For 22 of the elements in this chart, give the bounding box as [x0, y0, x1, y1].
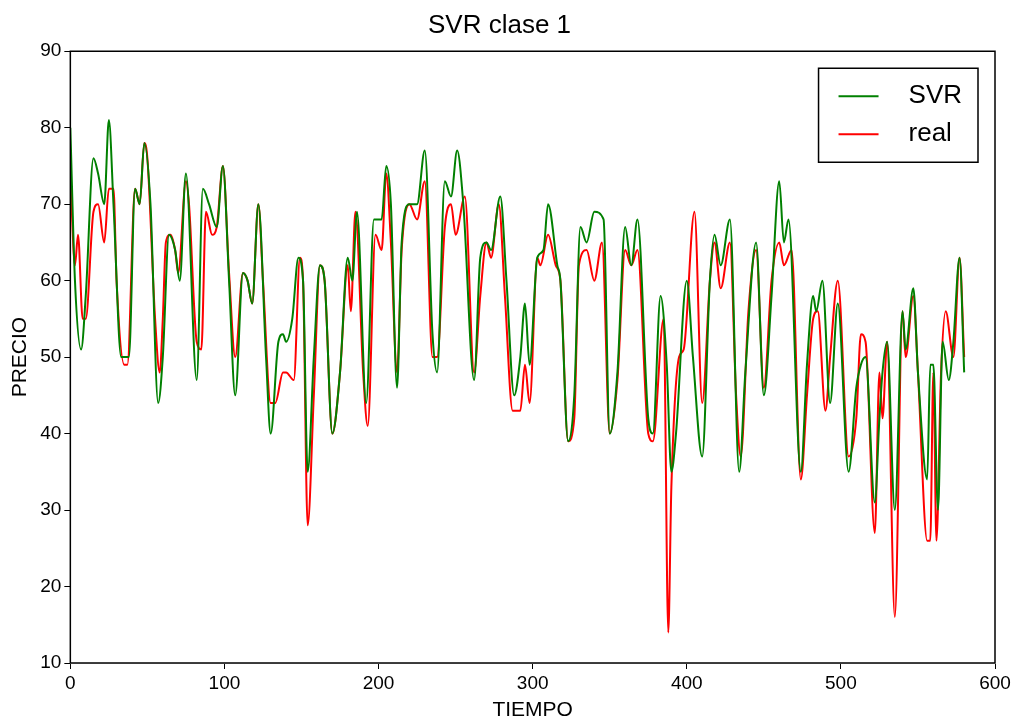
y-tick-label: 90 [40, 39, 62, 61]
y-tick-label: 20 [40, 574, 62, 596]
y-tick-label: 70 [40, 192, 62, 214]
x-tick-label: 200 [362, 671, 395, 693]
y-tick-label: 10 [40, 651, 62, 673]
y-tick-label: 80 [40, 115, 62, 137]
x-tick-label: 300 [516, 671, 549, 693]
y-axis-title: PRECIO [7, 316, 31, 398]
x-tick-label: 0 [65, 671, 76, 693]
legend-label: SVR [908, 79, 963, 110]
y-tick-label: 50 [40, 345, 62, 367]
chart-title: SVR clase 1 [427, 8, 572, 39]
x-tick-label: 400 [670, 671, 703, 693]
x-axis-title: TIEMPO [492, 697, 573, 721]
legend-label: real [908, 117, 952, 148]
y-tick-label: 40 [40, 421, 62, 443]
y-tick-label: 60 [40, 268, 62, 290]
y-tick-label: 30 [40, 498, 62, 520]
x-tick-label: 100 [208, 671, 241, 693]
line-series [70, 119, 966, 512]
x-tick-label: 600 [979, 671, 1011, 693]
x-tick-label: 500 [825, 671, 857, 693]
